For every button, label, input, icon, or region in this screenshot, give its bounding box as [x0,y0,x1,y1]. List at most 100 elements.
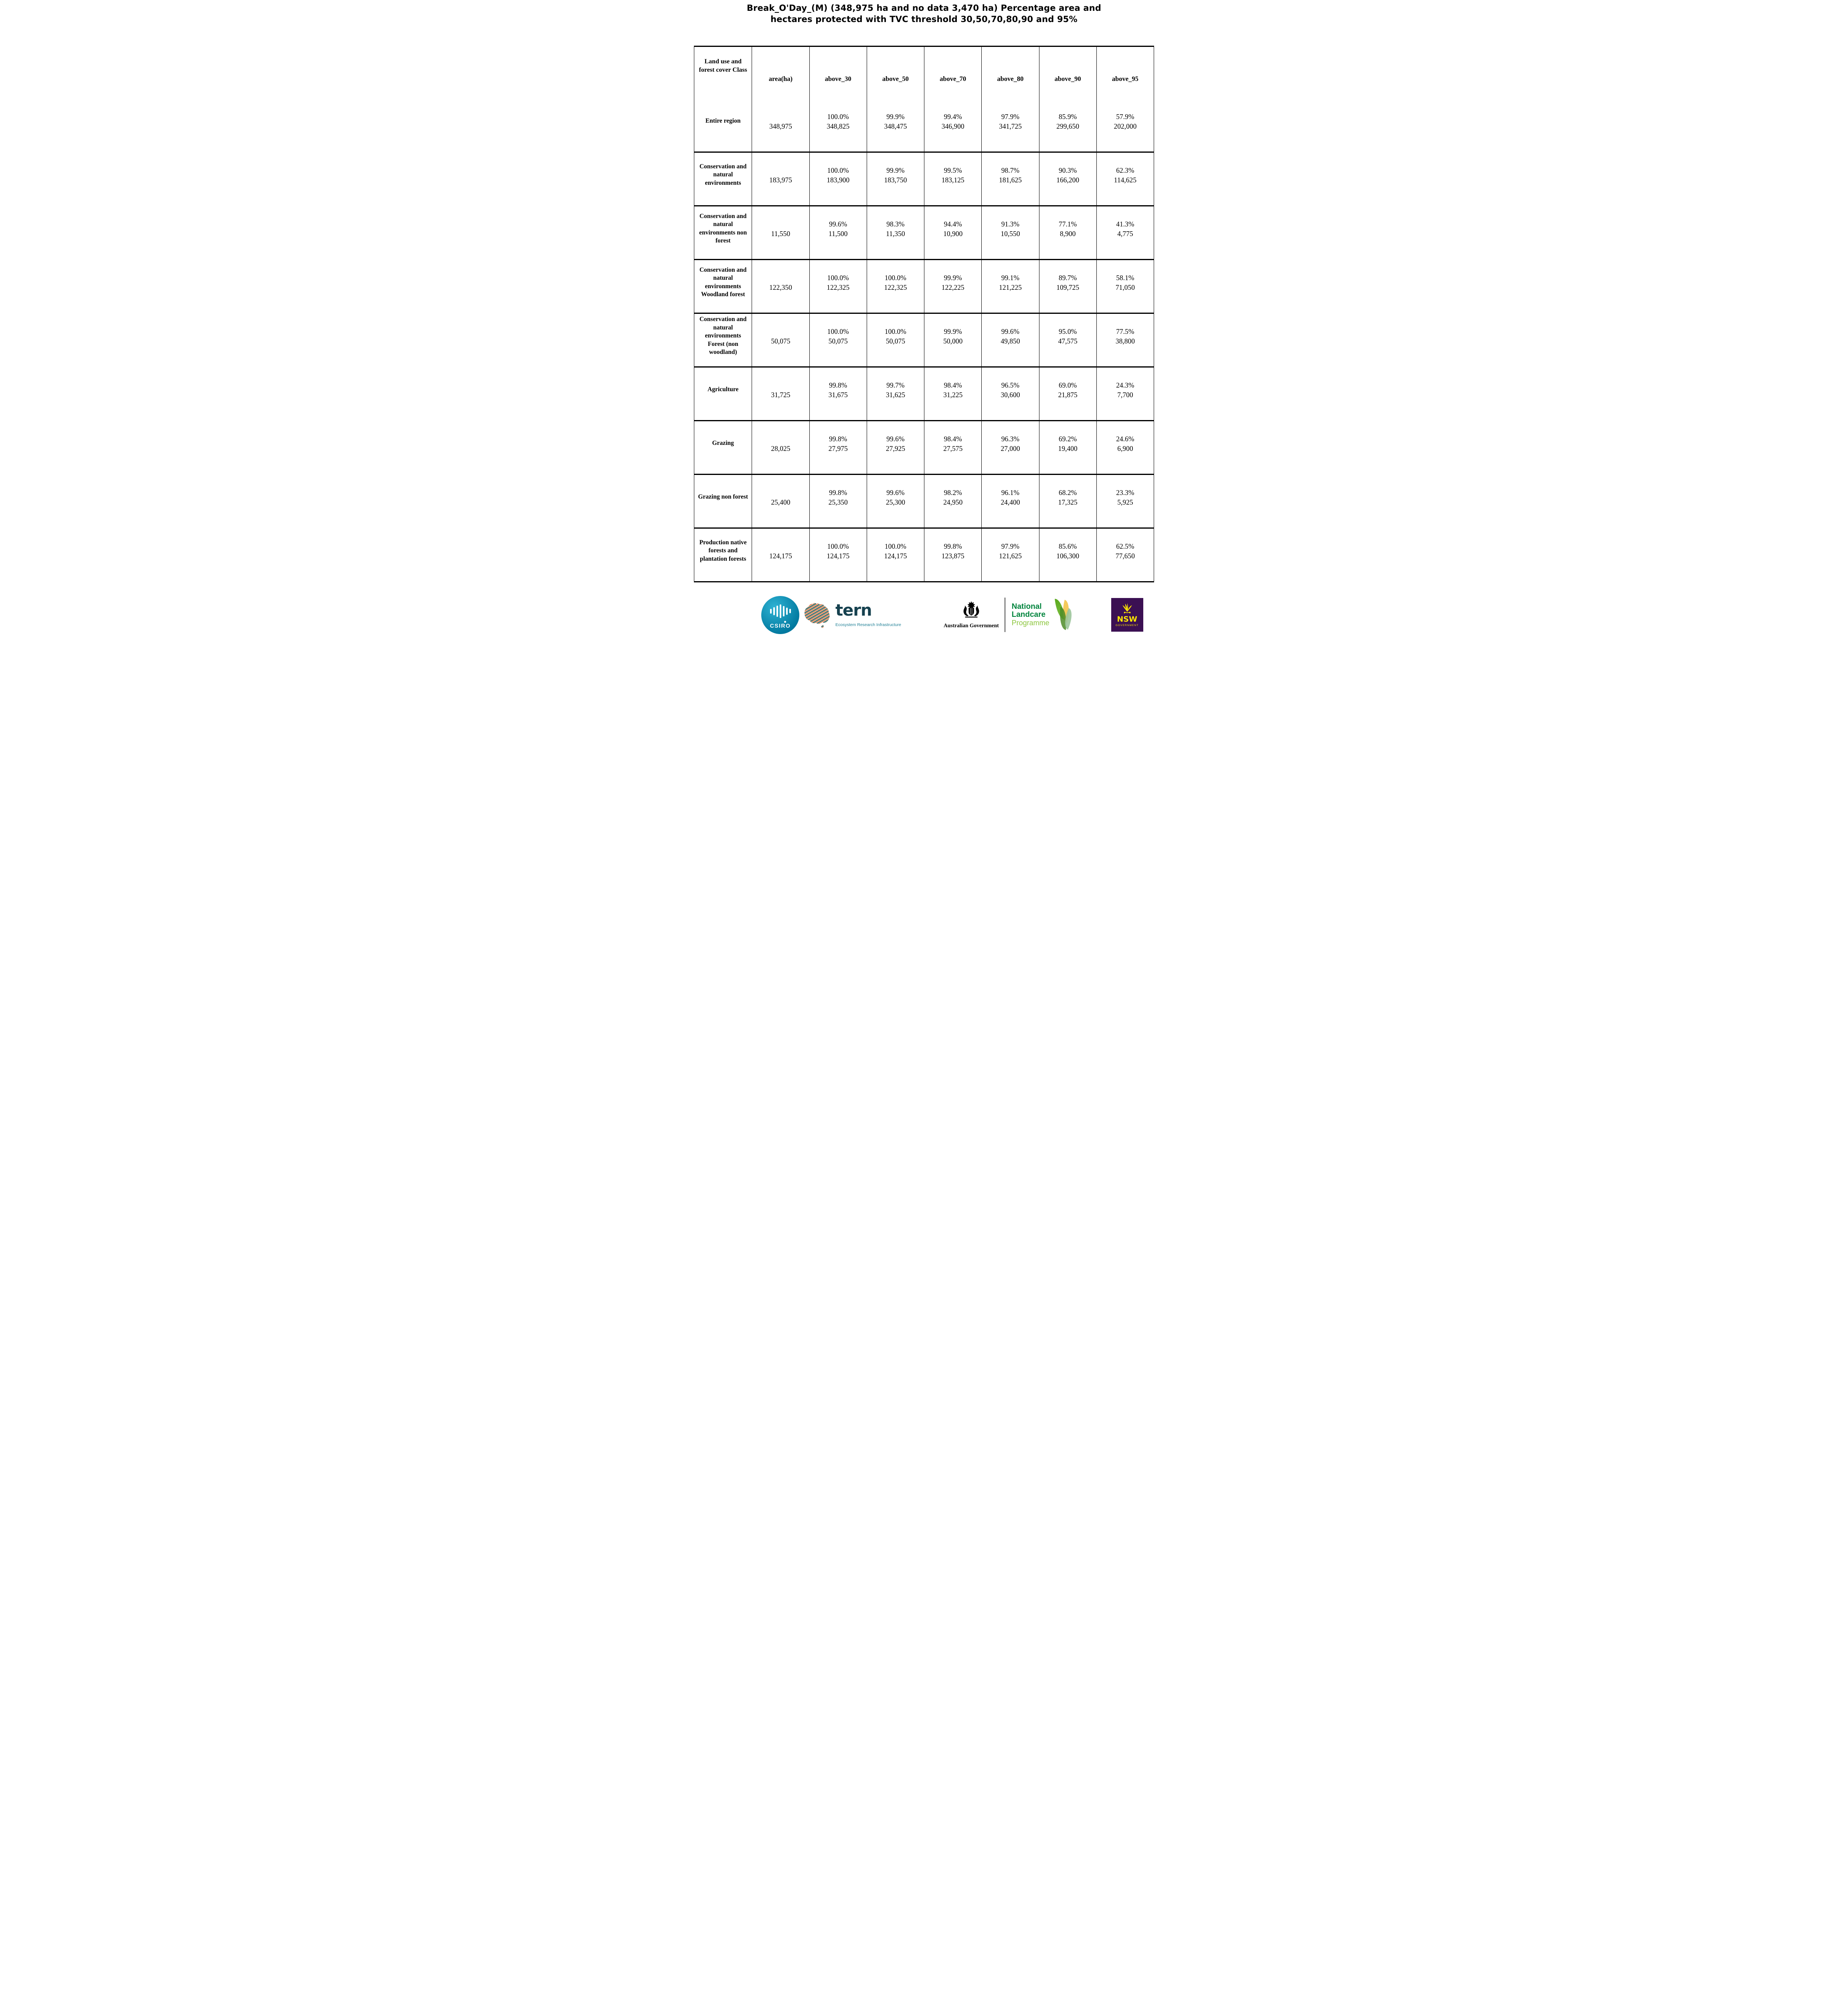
percent-value: 58.1% [1116,273,1134,282]
hectares-value: 50,075 [886,337,905,345]
percent-value: 23.3% [1116,488,1134,497]
hectares-value: 11,500 [828,229,848,238]
area-value: 124,175 [769,552,792,560]
threshold-cell: 96.5% 30,600 [981,368,1039,420]
hectares-value: 19,400 [1058,444,1078,453]
landcare-word-landcare: Landcare [1011,610,1046,619]
threshold-cell: 95.0% 47,575 [1039,314,1096,366]
percent-value: 24.3% [1116,381,1134,389]
landcare-word-programme: Programme [1011,618,1049,627]
table-row: Conservation and natural environments 183… [694,152,1154,205]
hectares-value: 181,625 [999,176,1022,184]
threshold-cell: 100.0% 348,825 [809,99,867,152]
hectares-value: 5,925 [1117,498,1133,506]
hectares-value: 121,225 [999,283,1022,291]
column-header-above-50: above_50 [866,47,924,99]
hectares-value: 6,900 [1117,444,1133,453]
nsw-waratah-icon [1122,603,1132,614]
percent-value: 96.5% [1001,381,1019,389]
percent-value: 99.8% [829,381,847,389]
column-header-above-80: above_80 [981,47,1039,99]
threshold-cell: 58.1% 71,050 [1096,260,1154,313]
report-page: Break_O'Day_(M) (348,975 ha and no data … [693,0,1155,640]
landuse-class-label: Conservation and natural environments [699,163,747,186]
hectares-value: 38,800 [1115,337,1135,345]
threshold-cell: 100.0% 183,900 [809,153,867,205]
area-cell: 124,175 [752,529,809,581]
percent-value: 99.6% [829,220,847,228]
column-header-above-95: above_95 [1096,47,1154,99]
australian-government-label: Australian Government [943,622,999,628]
area-value: 28,025 [771,444,791,453]
hectares-value: 341,725 [999,122,1022,130]
threshold-cell: 99.8% 27,975 [809,421,867,474]
percent-value: 99.4% [944,112,962,121]
tern-australia-map-icon [804,603,830,628]
percent-value: 99.9% [944,327,962,335]
hectares-value: 121,625 [999,552,1022,560]
landcare-leaves-icon [1051,598,1077,632]
landuse-class-label: Grazing [712,440,734,447]
landuse-class-cell: Conservation and natural environments Fo… [694,314,752,366]
hectares-value: 348,825 [827,122,850,130]
threshold-cell: 96.3% 27,000 [981,421,1039,474]
threshold-cell: 99.6% 11,500 [809,206,867,259]
percent-value: 99.9% [944,273,962,282]
threshold-cell: 98.3% 11,350 [866,206,924,259]
percent-value: 99.6% [886,488,905,497]
percent-value: 62.5% [1116,542,1134,550]
threshold-cell: 69.0% 21,875 [1039,368,1096,420]
threshold-cell: 77.1% 8,900 [1039,206,1096,259]
percent-value: 68.2% [1059,488,1077,497]
csiro-waveform-icon [761,603,799,619]
column-header-above-90: above_90 [1039,47,1096,99]
landuse-class-cell: Conservation and natural environments Wo… [694,260,752,313]
threshold-cell: 98.2% 24,950 [924,475,981,527]
threshold-cell: 85.9% 299,650 [1039,99,1096,152]
hectares-value: 77,650 [1115,552,1135,560]
landcare-word-national: National [1011,602,1042,611]
column-header-above-70: above_70 [924,47,981,99]
threshold-cell: 98.7% 181,625 [981,153,1039,205]
landuse-class-label: Conservation and natural environments Fo… [699,316,747,356]
threshold-cell: 100.0% 122,325 [866,260,924,313]
landuse-class-cell: Conservation and natural environments no… [694,206,752,259]
percent-value: 77.5% [1116,327,1134,335]
threshold-cell: 57.9% 202,000 [1096,99,1154,152]
table-row: Production native forests and plantation… [694,527,1154,581]
percent-value: 99.9% [886,166,905,174]
table-row: Conservation and natural environments no… [694,205,1154,259]
hectares-value: 166,200 [1056,176,1080,184]
landuse-class-label: Agriculture [708,386,739,393]
percent-value: 100.0% [827,542,849,550]
nsw-government-label: GOVERNMENT [1115,624,1139,627]
hectares-value: 106,300 [1056,552,1080,560]
percent-value: 100.0% [827,327,849,335]
threshold-cell: 89.7% 109,725 [1039,260,1096,313]
threshold-cell: 99.1% 121,225 [981,260,1039,313]
threshold-cell: 99.6% 49,850 [981,314,1039,366]
landuse-class-label: Grazing non forest [698,493,748,501]
percent-value: 100.0% [827,112,849,121]
percent-value: 99.8% [944,542,962,550]
threshold-cell: 99.6% 27,925 [866,421,924,474]
hectares-value: 21,875 [1058,390,1078,399]
tern-logo: tern Ecosystem Research Infrastructure [802,600,901,629]
threshold-cell: 41.3% 4,775 [1096,206,1154,259]
percent-value: 100.0% [884,273,906,282]
hectares-value: 346,900 [941,122,964,130]
hectares-value: 122,225 [941,283,964,291]
landuse-class-cell: Grazing [694,421,752,474]
threshold-cell: 99.4% 346,900 [924,99,981,152]
table-row: Conservation and natural environments Fo… [694,313,1154,366]
hectares-value: 71,050 [1115,283,1135,291]
table-row: Agriculture 31,725 99.8% 31,675 99.7% 31,625 9… [694,366,1154,420]
landuse-class-label: Entire region [705,117,741,125]
threshold-cell: 98.4% 27,575 [924,421,981,474]
landuse-class-cell: Conservation and natural environments [694,153,752,205]
hectares-value: 49,850 [1001,337,1020,345]
threshold-cell: 99.9% 183,750 [866,153,924,205]
logo-footer: CSIRO tern Ecosystem Research Infrastruc… [693,592,1155,638]
hectares-value: 31,225 [943,390,963,399]
percent-value: 90.3% [1059,166,1077,174]
